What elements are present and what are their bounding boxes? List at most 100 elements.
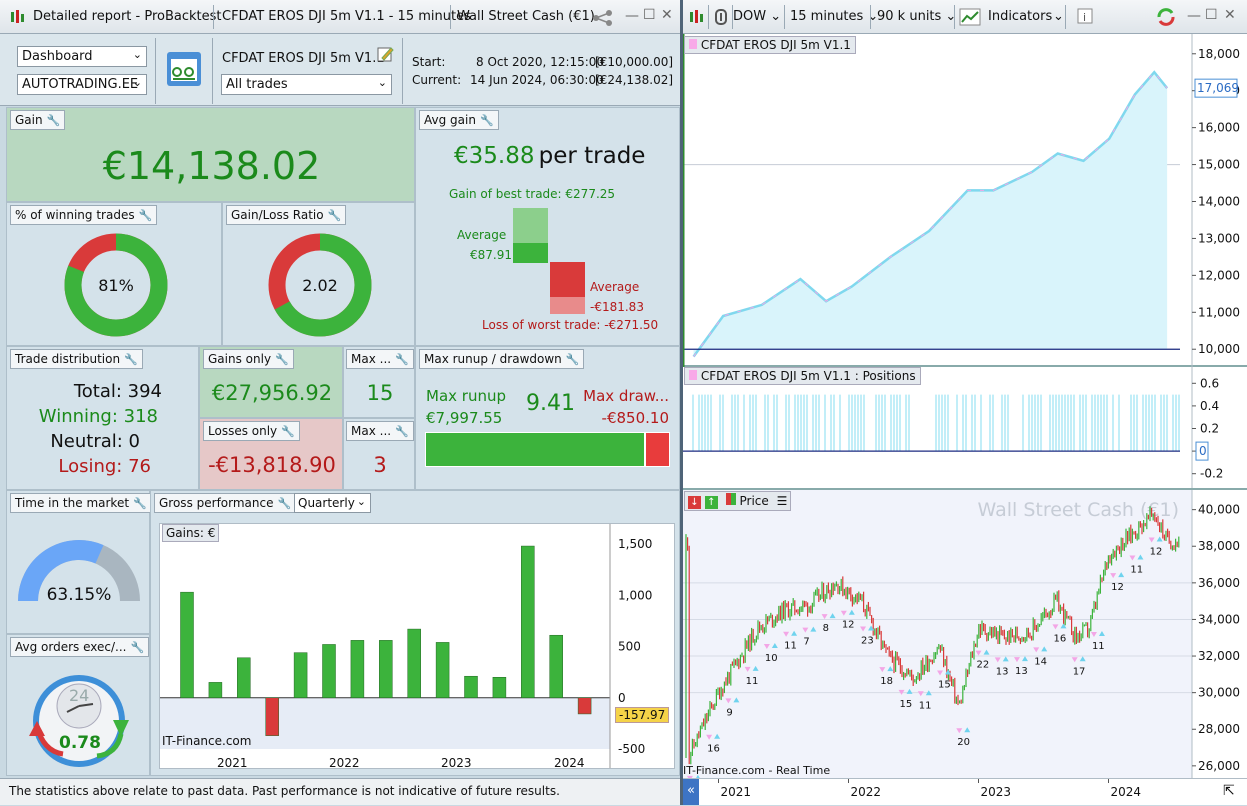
dashboard-select[interactable]: Dashboard ⌄ — [17, 46, 147, 67]
max-consec-losses-panel: Max ... 🔧 3 — [343, 418, 415, 490]
link-icon[interactable] — [713, 8, 729, 30]
price-label[interactable]: Price — [739, 494, 769, 508]
gain-loss-header[interactable]: Gain/Loss Ratio 🔧 — [226, 205, 347, 225]
y-tick-label: 36,000 — [1198, 576, 1240, 590]
edit-icon[interactable] — [376, 45, 394, 67]
gain-bar — [265, 697, 279, 736]
units-select[interactable]: 90 k units ⌄ — [877, 9, 957, 24]
runup-bar — [426, 433, 646, 466]
left-window-title: Detailed report - ProBacktest — [33, 9, 222, 24]
avg-loss-value: -€181.83 — [590, 300, 644, 314]
avg-gain-header[interactable]: Avg gain 🔧 — [419, 110, 499, 130]
indicators-dropdown-icon[interactable]: ⌄ — [1053, 9, 1064, 24]
sell-marker — [725, 698, 732, 704]
y-tick-label: 40,000 — [1198, 503, 1240, 517]
gains-watermark: IT-Finance.com — [162, 734, 252, 748]
ticker-select[interactable]: DOW ⌄ — [733, 9, 782, 24]
losses-only-header[interactable]: Losses only 🔧 — [203, 421, 300, 441]
buy-marker — [925, 690, 932, 696]
chart-close-icon[interactable]: ✕ — [1224, 7, 1236, 23]
indicators-button[interactable]: Indicators — [988, 9, 1053, 24]
right-toolbar: DOW ⌄ 15 minutes ⌄ 90 k units ⌄ Indicato… — [683, 0, 1247, 34]
avg-orders-header[interactable]: Avg orders exec/... 🔧 — [10, 637, 150, 657]
x-tick-label: 2024 — [1111, 785, 1142, 799]
list-icon[interactable]: ☰ — [776, 494, 788, 508]
gross-performance-header[interactable]: Gross performance 🔧 — [154, 493, 297, 513]
max-consec-wins-header[interactable]: Max ... 🔧 — [346, 349, 414, 369]
wrench-icon: 🔧 — [130, 641, 145, 654]
trade-count-label: 7 — [803, 637, 809, 648]
time-in-market-header[interactable]: Time in the market 🔧 — [10, 493, 152, 513]
positions-pane-title[interactable]: CFDAT EROS DJI 5m V1.1 : Positions — [684, 367, 921, 385]
system-name: CFDAT EROS DJI 5m V1.1 — [222, 51, 385, 66]
buy-arrow-icon[interactable]: ↑ — [704, 496, 718, 509]
chart-minimize-icon[interactable]: — — [1187, 8, 1201, 24]
equity-pane: 18,00017,00016,00015,00014,00013,00012,0… — [683, 34, 1247, 367]
refresh-icon[interactable] — [1155, 7, 1177, 31]
sell-marker — [744, 666, 751, 672]
winning-header[interactable]: % of winning trades 🔧 — [10, 205, 158, 225]
y-tick-label: -0.2 — [1200, 467, 1223, 481]
sell-marker — [763, 644, 770, 650]
system-title: CFDAT EROS DJI 5m V1.1 - 15 minutes — [222, 9, 471, 24]
instrument-title: Wall Street Cash (€1) — [457, 9, 595, 24]
info-icon[interactable]: i — [1077, 8, 1093, 28]
buy-marker — [1098, 631, 1105, 637]
equity-pane-title[interactable]: CFDAT EROS DJI 5m V1.1 — [684, 36, 856, 54]
x-tick-label: 2021 — [217, 756, 248, 770]
wrench-icon: 🔧 — [281, 425, 295, 438]
trade-count-label: 12 — [1150, 546, 1163, 557]
report-icon[interactable] — [165, 50, 203, 92]
trades-select[interactable]: All trades ⌄ — [221, 74, 392, 95]
trade-count-label: 12 — [1111, 582, 1124, 593]
maximize-icon[interactable]: ☐ — [643, 7, 656, 23]
avg-gain-value-line: €35.88 per trade — [454, 143, 645, 169]
buy-marker — [714, 733, 721, 739]
avg-gain-value: €35.88 — [454, 143, 535, 169]
winning-value: 81% — [98, 276, 134, 295]
gain-header[interactable]: Gain 🔧 — [10, 110, 66, 130]
positions-pane: 0.6 0.4 0.2 0 -0.2 CFDAT EROS DJI 5m V1.1 : … — [683, 367, 1247, 490]
gains-current-value: -157.97 — [615, 707, 670, 723]
buy-marker — [791, 630, 798, 636]
buy-marker — [983, 649, 990, 655]
share-icon[interactable] — [592, 9, 614, 31]
sell-arrow-icon[interactable]: ↓ — [688, 496, 701, 509]
runup-header[interactable]: Max runup / drawdown 🔧 — [419, 349, 585, 369]
trade-count-label: 18 — [880, 676, 893, 687]
max-consec-losses-header[interactable]: Max ... 🔧 — [346, 421, 414, 441]
sell-marker — [821, 614, 828, 620]
current-value-box — [1194, 78, 1238, 98]
runup-ratio: 9.41 — [526, 391, 575, 416]
gain-bar — [577, 697, 592, 715]
chart-maximize-icon[interactable]: ☐ — [1205, 7, 1218, 23]
trade-distribution-header[interactable]: Trade distribution 🔧 — [10, 349, 143, 369]
minimize-icon[interactable]: — — [625, 8, 639, 24]
gain-loss-panel: Gain/Loss Ratio 🔧 2.02 — [222, 202, 415, 346]
sell-marker — [1013, 657, 1020, 663]
window-divider[interactable] — [680, 0, 683, 805]
runup-bar-track — [425, 432, 670, 467]
y-tick-label: 10,000 — [1198, 342, 1240, 356]
max-consec-losses-value: 3 — [373, 453, 387, 477]
sell-marker — [1110, 573, 1117, 579]
total-trades: Total: 394 — [73, 381, 162, 402]
sell-marker — [1071, 657, 1078, 663]
sell-marker — [898, 689, 905, 695]
scroll-left-icon[interactable]: « — [683, 779, 699, 805]
sell-marker — [1148, 537, 1155, 543]
gains-only-header[interactable]: Gains only 🔧 — [203, 349, 294, 369]
period-select[interactable]: Quarterly ⌄ — [294, 493, 371, 513]
account-select[interactable]: AUTOTRADING.EE ⌄ — [17, 74, 147, 95]
clock-icon — [29, 675, 129, 767]
start-label: Start: — [412, 55, 446, 69]
wrench-icon: 🔧 — [395, 425, 409, 438]
close-icon[interactable]: ✕ — [661, 7, 673, 23]
gain-bar — [379, 640, 393, 698]
interval-select[interactable]: 15 minutes ⌄ — [790, 9, 879, 24]
zoom-fit-icon[interactable]: ⇱ — [1223, 783, 1235, 799]
x-tick-label: 2022 — [851, 785, 882, 799]
price-pane: Wall Street Cash (€1)1916911101178122318… — [683, 490, 1247, 778]
indicators-icon[interactable] — [959, 8, 981, 30]
gain-loss-value: 2.02 — [302, 276, 338, 295]
